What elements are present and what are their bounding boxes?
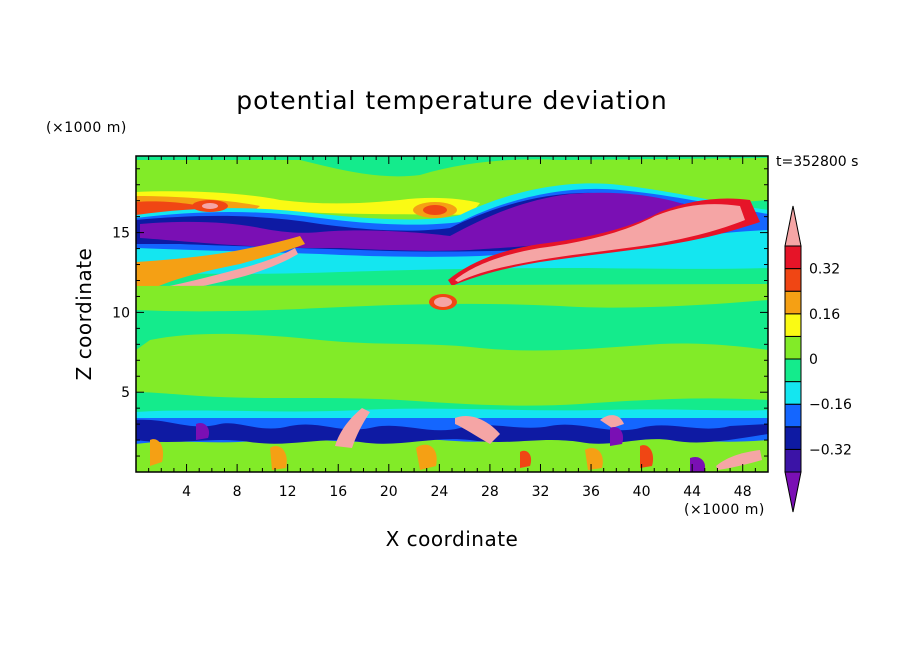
x-tick-label: 40 xyxy=(633,484,651,500)
band-purple-upper xyxy=(140,192,690,251)
patch-red-lower-1 xyxy=(520,450,532,468)
x-tick-label: 8 xyxy=(233,484,242,500)
colorbar-box xyxy=(784,313,802,337)
patch-purple-lower-3 xyxy=(690,456,706,472)
patch-red-lower-2 xyxy=(640,445,654,468)
colorbar-box xyxy=(784,335,802,360)
filament-pink-left xyxy=(160,248,298,294)
colorbar-box xyxy=(784,403,802,428)
band-light-green-lower xyxy=(136,438,768,472)
contour-field xyxy=(136,156,768,472)
colorbar-label: 0.32 xyxy=(809,262,840,278)
x-tick-label: 48 xyxy=(734,484,752,500)
plume-pink-lower-1 xyxy=(335,408,370,448)
plume-pink-lower-4 xyxy=(716,450,762,470)
x-tick-label: 32 xyxy=(532,484,550,500)
x-tick-label: 4 xyxy=(182,484,191,500)
colorbar-label: −0.32 xyxy=(809,442,852,458)
colorbar-box xyxy=(784,245,802,270)
x-tick-label: 16 xyxy=(329,484,347,500)
spot-red-top xyxy=(423,205,447,215)
band-yellow-upper xyxy=(136,191,480,215)
colorbar-box xyxy=(784,358,802,383)
spot-pink-mid xyxy=(434,297,452,307)
plume-pink xyxy=(455,204,745,282)
colorbar-box xyxy=(784,268,802,292)
colorbar-box xyxy=(784,290,802,315)
x-tick-label: 28 xyxy=(481,484,499,500)
patch-orange-lower-3 xyxy=(585,448,603,470)
time-label: t=352800 s xyxy=(776,154,859,170)
colorbar-label: −0.16 xyxy=(809,397,852,413)
x-tick-label: 44 xyxy=(683,484,701,500)
x-tick-label: 36 xyxy=(582,484,600,500)
colorbar-low-triangle xyxy=(784,471,802,513)
x-tick-label: 24 xyxy=(430,484,448,500)
y-axis-unit: (×1000 m) xyxy=(46,120,127,136)
y-tick-label: 15 xyxy=(112,226,130,242)
y-tick-label: 5 xyxy=(121,385,130,401)
colorbar-label: 0 xyxy=(809,352,818,368)
x-axis: 4 8 12 16 20 24 28 32 36 40 44 48 xyxy=(148,156,756,500)
colorbar: 0.32 0.16 0 −0.16 −0.32 xyxy=(784,205,852,513)
x-tick-label: 12 xyxy=(279,484,297,500)
x-axis-label: X coordinate xyxy=(385,527,519,551)
filament-orange-left xyxy=(136,236,305,292)
colorbar-box xyxy=(784,381,802,405)
colorbar-label: 0.16 xyxy=(809,307,840,323)
patch-light-green-lower xyxy=(136,333,768,406)
x-axis-unit: (×1000 m) xyxy=(684,502,765,518)
patch-purple-lower-1 xyxy=(196,422,210,440)
plume-pink-lower-3 xyxy=(600,415,624,428)
y-tick-label: 10 xyxy=(112,305,130,321)
colorbar-box xyxy=(784,426,802,450)
patch-purple-lower-2 xyxy=(610,426,624,446)
y-axis: 5 10 15 xyxy=(112,168,768,457)
chart-title: potential temperature deviation xyxy=(236,86,668,115)
patch-orange-lower-2 xyxy=(416,444,437,470)
colorbar-box xyxy=(784,448,802,473)
plume-pink-lower-2 xyxy=(455,415,500,444)
colorbar-high-triangle xyxy=(784,205,802,247)
patch-orange-lower-4 xyxy=(270,446,287,470)
spot-pink-top-left xyxy=(202,203,218,209)
patch-orange-lower-1 xyxy=(150,439,164,466)
x-tick-label: 20 xyxy=(380,484,398,500)
